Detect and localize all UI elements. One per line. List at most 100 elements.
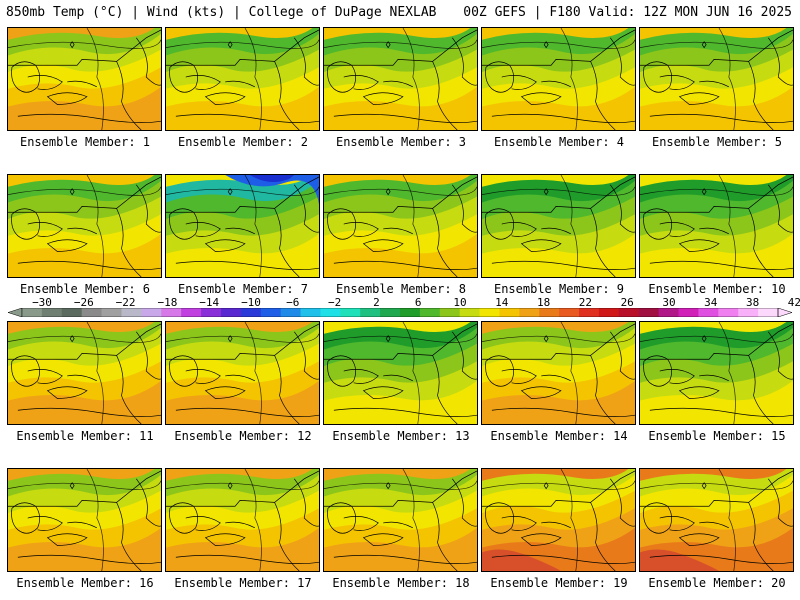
ensemble-member-label: Ensemble Member: 9 — [493, 282, 625, 296]
colorbar-swatch — [220, 308, 242, 317]
ensemble-member-label: Ensemble Member: 18 — [332, 576, 470, 590]
colorbar-swatch — [22, 308, 43, 317]
temperature-field — [8, 469, 161, 571]
ensemble-member-map — [7, 321, 162, 425]
colorbar-swatch — [479, 308, 500, 317]
ensemble-member-label: Ensemble Member: 17 — [174, 576, 312, 590]
colorbar-swatch — [181, 308, 202, 317]
ensemble-member-label: Ensemble Member: 15 — [648, 429, 786, 443]
temperature-field — [166, 469, 319, 571]
ensemble-member-label: Ensemble Member: 12 — [174, 429, 312, 443]
temperature-field — [324, 469, 477, 571]
colorbar-tick-label: 34 — [704, 296, 718, 309]
colorbar-tick-label: −14 — [199, 296, 220, 309]
ensemble-member-label: Ensemble Member: 8 — [335, 282, 467, 296]
temperature-field — [640, 322, 793, 424]
chart-title: 850mb Temp (°C) | Wind (kts) | College o… — [6, 5, 437, 20]
colorbar-swatch — [41, 308, 63, 317]
colorbar-tick-label: 14 — [495, 296, 509, 309]
ensemble-member-map — [323, 468, 478, 572]
colorbar-swatch — [201, 308, 222, 317]
colorbar-tick-label: 6 — [414, 296, 422, 309]
ensemble-member-label: Ensemble Member: 11 — [16, 429, 154, 443]
colorbar-swatch — [658, 308, 679, 317]
colorbar-tick-label: 26 — [620, 296, 634, 309]
colorbar-tick-label: −2 — [327, 296, 342, 309]
temperature-field — [8, 322, 161, 424]
ensemble-member-map — [481, 174, 636, 278]
colorbar-swatch — [61, 308, 83, 317]
colorbar-tick-label: 10 — [453, 296, 467, 309]
colorbar-swatch — [718, 308, 739, 317]
colorbar-swatch — [121, 308, 142, 317]
temperature-colorbar — [8, 308, 792, 317]
ensemble-member-label: Ensemble Member: 1 — [19, 135, 151, 149]
ensemble-member-map — [165, 321, 320, 425]
colorbar-swatch — [81, 308, 102, 317]
temperature-field — [324, 28, 477, 130]
colorbar-tick-label: 42 — [787, 296, 800, 309]
ensemble-member-label: Ensemble Member: 13 — [332, 429, 470, 443]
ensemble-member-label: Ensemble Member: 6 — [19, 282, 151, 296]
ensemble-member-map — [639, 27, 794, 131]
colorbar-swatch — [300, 308, 321, 317]
colorbar-swatch — [638, 308, 660, 317]
colorbar-swatch — [360, 308, 381, 317]
colorbar-swatch — [380, 308, 401, 317]
ensemble-member-map — [323, 174, 478, 278]
temperature-field — [482, 175, 635, 277]
ensemble-member-map — [165, 27, 320, 131]
colorbar-tick-label: 18 — [536, 296, 551, 309]
temperature-field — [166, 175, 319, 277]
colorbar-swatch — [499, 308, 520, 317]
colorbar-swatch — [141, 308, 162, 317]
ensemble-member-map — [7, 27, 162, 131]
ensemble-member-map — [165, 468, 320, 572]
valid-time-label: 00Z GEFS | F180 Valid: 12Z MON JUN 16 20… — [463, 5, 792, 20]
temperature-field — [166, 322, 319, 424]
ensemble-member-label: Ensemble Member: 2 — [177, 135, 309, 149]
temperature-field — [482, 28, 635, 130]
ensemble-member-label: Ensemble Member: 16 — [16, 576, 154, 590]
colorbar-swatch — [161, 308, 182, 317]
ensemble-member-map — [165, 174, 320, 278]
colorbar-tick-label: 22 — [578, 296, 593, 309]
colorbar-swatch — [678, 308, 699, 317]
colorbar-tick-label: 30 — [662, 296, 676, 309]
ensemble-member-label: Ensemble Member: 20 — [648, 576, 786, 590]
colorbar-tick-label: −26 — [73, 296, 94, 309]
ensemble-member-label: Ensemble Member: 10 — [648, 282, 786, 296]
colorbar-swatch — [618, 308, 640, 317]
colorbar-swatch — [101, 308, 122, 317]
colorbar-swatch — [459, 308, 480, 317]
ensemble-member-map — [7, 468, 162, 572]
colorbar-swatch — [539, 308, 560, 317]
colorbar-swatch — [519, 308, 540, 317]
colorbar-tick-label: −10 — [241, 296, 261, 309]
ensemble-member-label: Ensemble Member: 19 — [490, 576, 628, 590]
colorbar-tick-label: −6 — [286, 296, 300, 309]
temperature-field — [166, 28, 319, 130]
colorbar-swatch — [400, 308, 421, 317]
temperature-field — [8, 175, 161, 277]
ensemble-member-label: Ensemble Member: 14 — [490, 429, 628, 443]
colorbar-swatch — [698, 308, 719, 317]
temperature-field — [8, 28, 161, 130]
colorbar-swatch — [758, 308, 779, 317]
colorbar-tick-label: −30 — [32, 296, 52, 309]
colorbar-swatch — [340, 308, 361, 317]
ensemble-member-label: Ensemble Member: 7 — [177, 282, 309, 296]
temperature-field — [482, 469, 635, 571]
ensemble-member-map — [323, 27, 478, 131]
colorbar-tick-label: −22 — [115, 296, 136, 309]
colorbar-swatch — [738, 308, 759, 317]
ensemble-member-label: Ensemble Member: 5 — [651, 135, 783, 149]
colorbar-swatch — [240, 308, 262, 317]
colorbar-swatch — [579, 308, 600, 317]
colorbar-swatch — [419, 308, 441, 317]
ensemble-member-map — [481, 27, 636, 131]
ensemble-member-map — [481, 321, 636, 425]
ensemble-member-map — [639, 321, 794, 425]
colorbar-swatch — [260, 308, 282, 317]
ensemble-member-map — [7, 174, 162, 278]
